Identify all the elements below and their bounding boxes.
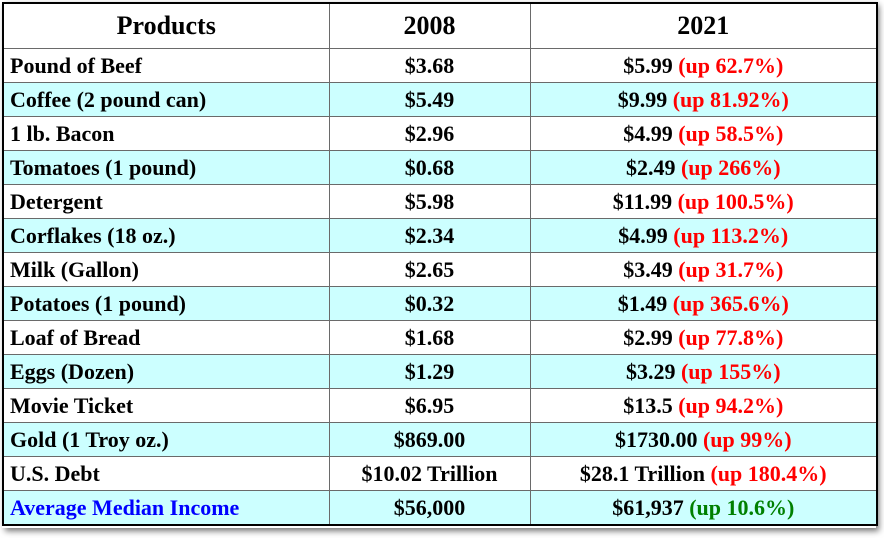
price-2021-cell: $1730.00 (up 99%) [529,422,878,457]
price-2008-cell: $5.98 [328,184,531,219]
price-2021-cell: $4.99 (up 58.5%) [529,116,878,151]
price-2008-cell: $869.00 [328,422,531,457]
percent-change: (up 62.7%) [678,52,784,78]
product-cell: Milk (Gallon) [2,252,330,287]
product-cell: Eggs (Dozen) [2,354,330,389]
price-2021-cell: $28.1 Trillion (up 180.4%) [529,456,878,491]
income-percent-change: (up 10.6%) [689,494,795,520]
price-2021: $3.49 [623,256,673,282]
product-cell: Pound of Beef [2,48,330,83]
percent-change: (up 365.6%) [672,290,789,316]
income-2021: $61,937 [612,494,684,520]
price-2021: $4.99 [623,120,673,146]
price-2008-cell: $0.32 [328,286,531,321]
price-2008-cell: $3.68 [328,48,531,83]
price-2021-cell: $13.5 (up 94.2%) [529,388,878,423]
table-row: Detergent $5.98 $11.99 (up 100.5%) [2,184,878,219]
percent-change: (up 77.8%) [678,324,784,350]
price-2021-cell: $5.99 (up 62.7%) [529,48,878,83]
price-2021: $3.29 [625,358,676,384]
percent-change: (up 31.7%) [678,256,784,282]
product-cell: Tomatoes (1 pound) [2,150,330,185]
price-2008-cell: $2.65 [328,252,531,287]
price-2021: $28.1 Trillion [579,460,705,486]
income-product-cell: Average Median Income [2,490,330,526]
price-2008-cell: $0.68 [328,150,531,185]
price-2008-cell: $5.49 [328,82,531,117]
price-2021-cell: $2.99 (up 77.8%) [529,320,878,355]
price-2008-cell: $6.95 [328,388,531,423]
header-products: Products [2,2,330,49]
table-row: Pound of Beef $3.68 $5.99 (up 62.7%) [2,48,878,83]
table-row: Milk (Gallon) $2.65 $3.49 (up 31.7%) [2,252,878,287]
price-2008-cell: $2.96 [328,116,531,151]
price-2021: $9.99 [617,86,668,112]
price-2008-cell: $2.34 [328,218,531,253]
income-2021-cell: $61,937 (up 10.6%) [529,490,878,526]
price-comparison-frame: Products 2008 2021 Pound of Beef $3.68 $… [2,2,878,528]
price-2021: $5.99 [623,52,673,78]
price-2008-cell: $10.02 Trillion [328,456,531,491]
price-2021: $1730.00 [614,426,698,452]
table-row: Tomatoes (1 pound) $0.68 $2.49 (up 266%) [2,150,878,185]
price-2021-cell: $2.49 (up 266%) [529,150,878,185]
product-cell: Coffee (2 pound can) [2,82,330,117]
price-2021: $2.99 [623,324,673,350]
percent-change: (up 58.5%) [678,120,784,146]
price-2021: $1.49 [617,290,668,316]
table-row: Gold (1 Troy oz.) $869.00 $1730.00 (up 9… [2,422,878,457]
header-2008: 2008 [328,2,531,49]
price-2008-cell: $1.68 [328,320,531,355]
price-2021-cell: $11.99 (up 100.5%) [529,184,878,219]
product-cell: Gold (1 Troy oz.) [2,422,330,457]
table-row: Potatoes (1 pound) $0.32 $1.49 (up 365.6… [2,286,878,321]
table-row: Movie Ticket $6.95 $13.5 (up 94.2%) [2,388,878,423]
price-comparison-table: Products 2008 2021 Pound of Beef $3.68 $… [2,2,878,526]
price-2021-cell: $3.49 (up 31.7%) [529,252,878,287]
percent-change: (up 155%) [680,358,781,384]
table-row: Corflakes (18 oz.) $2.34 $4.99 (up 113.2… [2,218,878,253]
price-2008-cell: $1.29 [328,354,531,389]
header-row: Products 2008 2021 [2,2,878,49]
product-cell: Detergent [2,184,330,219]
percent-change: (up 180.4%) [710,460,827,486]
product-cell: 1 lb. Bacon [2,116,330,151]
price-2021: $13.5 [623,392,673,418]
product-cell: U.S. Debt [2,456,330,491]
price-2021-cell: $3.29 (up 155%) [529,354,878,389]
percent-change: (up 99%) [702,426,792,452]
price-2021-cell: $9.99 (up 81.92%) [529,82,878,117]
income-2008-cell: $56,000 [328,490,531,526]
percent-change: (up 100.5%) [677,188,794,214]
product-cell: Loaf of Bread [2,320,330,355]
table-row: Coffee (2 pound can) $5.49 $9.99 (up 81.… [2,82,878,117]
table-row: U.S. Debt $10.02 Trillion $28.1 Trillion… [2,456,878,491]
price-2021-cell: $4.99 (up 113.2%) [529,218,878,253]
price-2021: $4.99 [618,222,668,248]
price-2021-cell: $1.49 (up 365.6%) [529,286,878,321]
table-row: 1 lb. Bacon $2.96 $4.99 (up 58.5%) [2,116,878,151]
product-cell: Corflakes (18 oz.) [2,218,330,253]
percent-change: (up 94.2%) [678,392,784,418]
product-cell: Potatoes (1 pound) [2,286,330,321]
price-2021: $2.49 [625,154,676,180]
table-row: Loaf of Bread $1.68 $2.99 (up 77.8%) [2,320,878,355]
percent-change: (up 113.2%) [673,222,789,248]
header-2021: 2021 [529,2,878,49]
price-2021: $11.99 [612,188,673,214]
table-row: Eggs (Dozen) $1.29 $3.29 (up 155%) [2,354,878,389]
percent-change: (up 266%) [680,154,781,180]
percent-change: (up 81.92%) [672,86,789,112]
product-cell: Movie Ticket [2,388,330,423]
income-row: Average Median Income $56,000 $61,937 (u… [2,490,878,526]
